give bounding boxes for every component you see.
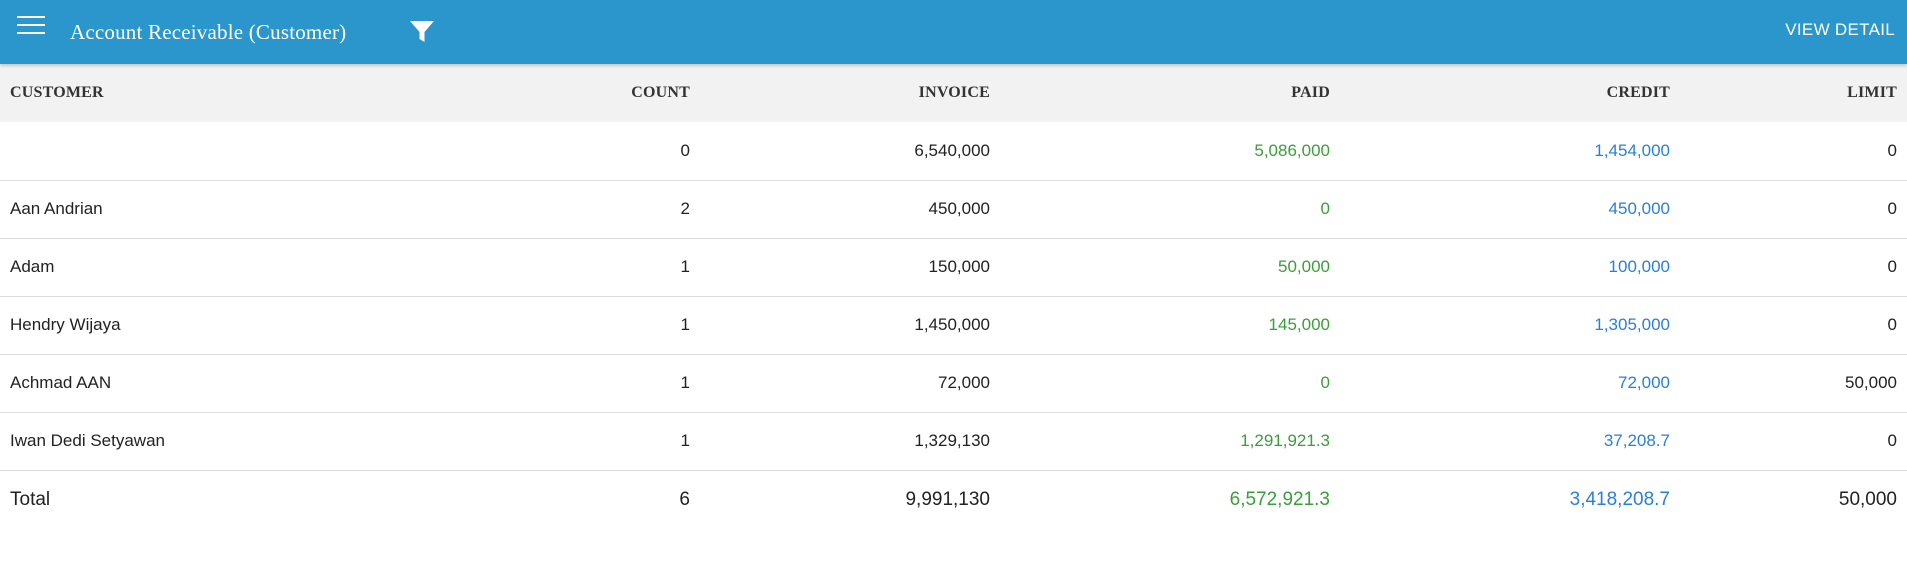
menu-icon[interactable] bbox=[17, 16, 45, 38]
invoice-cell: 1,329,130 bbox=[914, 431, 990, 450]
invoice-cell: 72,000 bbox=[938, 373, 990, 392]
customer-cell: Hendry Wijaya bbox=[10, 315, 121, 334]
column-header-limit[interactable]: LIMIT bbox=[1847, 84, 1897, 101]
invoice-cell: 450,000 bbox=[928, 199, 990, 218]
limit-cell: 50,000 bbox=[1845, 373, 1897, 392]
limit-cell: 0 bbox=[1887, 199, 1897, 218]
count-cell: 1 bbox=[680, 315, 690, 334]
total-limit: 50,000 bbox=[1838, 489, 1897, 511]
table-row[interactable]: Hendry Wijaya 1 1,450,000 145,000 1,305,… bbox=[0, 296, 1907, 354]
page-title: Account Receivable (Customer) bbox=[70, 20, 347, 44]
credit-cell: 1,305,000 bbox=[1594, 315, 1670, 334]
total-paid: 6,572,921.3 bbox=[1229, 489, 1330, 511]
invoice-cell: 6,540,000 bbox=[914, 140, 990, 160]
limit-cell: 0 bbox=[1887, 140, 1897, 160]
table-row[interactable]: Aan Andrian 2 450,000 0 450,000 0 bbox=[0, 180, 1907, 238]
customer-cell: Iwan Dedi Setyawan bbox=[10, 431, 165, 450]
total-label: Total bbox=[10, 489, 51, 511]
credit-cell: 450,000 bbox=[1608, 199, 1670, 218]
credit-cell: 1,454,000 bbox=[1594, 140, 1670, 160]
filter-icon[interactable] bbox=[409, 20, 435, 44]
credit-cell: 37,208.7 bbox=[1603, 431, 1670, 450]
limit-cell: 0 bbox=[1887, 315, 1897, 334]
total-count: 6 bbox=[679, 489, 690, 511]
total-row: Total 6 9,991,130 6,572,921.3 3,418,208.… bbox=[0, 470, 1907, 530]
credit-cell: 72,000 bbox=[1618, 373, 1670, 392]
table-row[interactable]: Achmad AAN 1 72,000 0 72,000 50,000 bbox=[0, 354, 1907, 412]
total-invoice: 9,991,130 bbox=[905, 489, 990, 511]
count-cell: 0 bbox=[680, 140, 690, 160]
column-header-count[interactable]: COUNT bbox=[631, 84, 690, 101]
paid-cell: 5,086,000 bbox=[1254, 140, 1330, 160]
total-credit: 3,418,208.7 bbox=[1569, 489, 1670, 511]
limit-cell: 0 bbox=[1887, 431, 1897, 450]
paid-cell: 0 bbox=[1320, 373, 1330, 392]
count-cell: 1 bbox=[680, 257, 690, 276]
paid-cell: 0 bbox=[1320, 199, 1330, 218]
limit-cell: 0 bbox=[1887, 257, 1897, 276]
view-detail-button[interactable]: VIEW DETAIL bbox=[1785, 20, 1895, 39]
table-header-row: CUSTOMER COUNT INVOICE PAID CREDIT LIMIT bbox=[0, 64, 1907, 122]
count-cell: 1 bbox=[680, 373, 690, 392]
customer-cell bbox=[0, 122, 355, 180]
credit-cell: 100,000 bbox=[1608, 257, 1670, 276]
customer-cell: Achmad AAN bbox=[10, 373, 112, 392]
column-header-credit[interactable]: CREDIT bbox=[1606, 84, 1670, 101]
table-row[interactable]: Iwan Dedi Setyawan 1 1,329,130 1,291,921… bbox=[0, 412, 1907, 470]
column-header-paid[interactable]: PAID bbox=[1291, 84, 1330, 101]
count-cell: 1 bbox=[680, 431, 690, 450]
column-header-customer[interactable]: CUSTOMER bbox=[10, 84, 104, 101]
table-row[interactable]: 0 6,540,000 5,086,000 1,454,000 0 bbox=[0, 122, 1907, 180]
column-header-invoice[interactable]: INVOICE bbox=[918, 84, 990, 101]
table-row[interactable]: Adam 1 150,000 50,000 100,000 0 bbox=[0, 238, 1907, 296]
count-cell: 2 bbox=[680, 199, 690, 218]
customer-cell: Adam bbox=[10, 257, 55, 276]
invoice-cell: 150,000 bbox=[928, 257, 990, 276]
paid-cell: 50,000 bbox=[1278, 257, 1330, 276]
paid-cell: 1,291,921.3 bbox=[1240, 431, 1330, 450]
app-bar: Account Receivable (Customer) VIEW DETAI… bbox=[0, 0, 1907, 64]
invoice-cell: 1,450,000 bbox=[914, 315, 990, 334]
customer-cell: Aan Andrian bbox=[10, 199, 103, 218]
paid-cell: 145,000 bbox=[1268, 315, 1330, 334]
receivable-table: CUSTOMER COUNT INVOICE PAID CREDIT LIMIT… bbox=[0, 64, 1907, 530]
